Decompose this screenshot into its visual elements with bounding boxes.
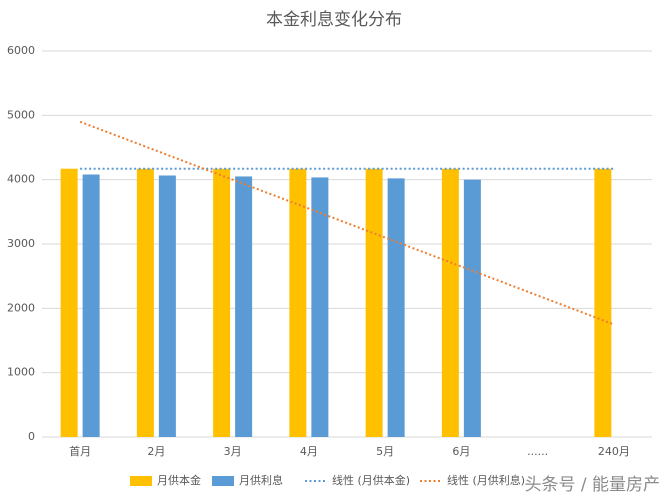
- x-tick-label: 2月: [147, 445, 165, 458]
- y-tick-label: 6000: [7, 44, 35, 57]
- bar: [387, 178, 405, 437]
- bar: [311, 177, 329, 438]
- x-tick-label: 6月: [452, 445, 470, 458]
- y-tick-label: 1000: [7, 366, 35, 379]
- legend-swatch: [212, 476, 234, 486]
- x-tick-label: 240月: [598, 445, 630, 458]
- y-tick-label: 3000: [7, 237, 35, 250]
- bar: [235, 176, 253, 437]
- chart-title: 本金利息变化分布: [266, 10, 402, 30]
- bar: [158, 175, 176, 438]
- x-tick-label: 5月: [376, 445, 394, 458]
- y-tick-label: 5000: [7, 108, 35, 121]
- bar: [136, 168, 154, 438]
- legend-label: 月供本金: [157, 473, 201, 487]
- trend-line: [79, 120, 615, 326]
- bar: [594, 168, 612, 438]
- x-tick-label: ......: [527, 445, 548, 458]
- bar: [289, 168, 307, 438]
- bar: [82, 174, 100, 437]
- y-tick-label: 4000: [7, 173, 35, 186]
- bar: [60, 168, 78, 438]
- bar: [365, 168, 383, 438]
- legend-label: 线性 (月供利息): [447, 473, 525, 487]
- y-tick-label: 2000: [7, 301, 35, 314]
- legend-label: 月供利息: [239, 473, 283, 487]
- bar: [213, 168, 231, 438]
- legend-label: 线性 (月供本金): [332, 473, 410, 487]
- x-tick-label: 4月: [300, 445, 318, 458]
- x-tick-label: 首月: [69, 444, 91, 458]
- watermark: 头条号 / 能量房产: [524, 475, 660, 495]
- legend-swatch: [130, 476, 152, 486]
- x-tick-label: 3月: [224, 445, 242, 458]
- bar: [441, 168, 459, 438]
- y-tick-label: 0: [28, 430, 35, 443]
- bar: [463, 179, 481, 437]
